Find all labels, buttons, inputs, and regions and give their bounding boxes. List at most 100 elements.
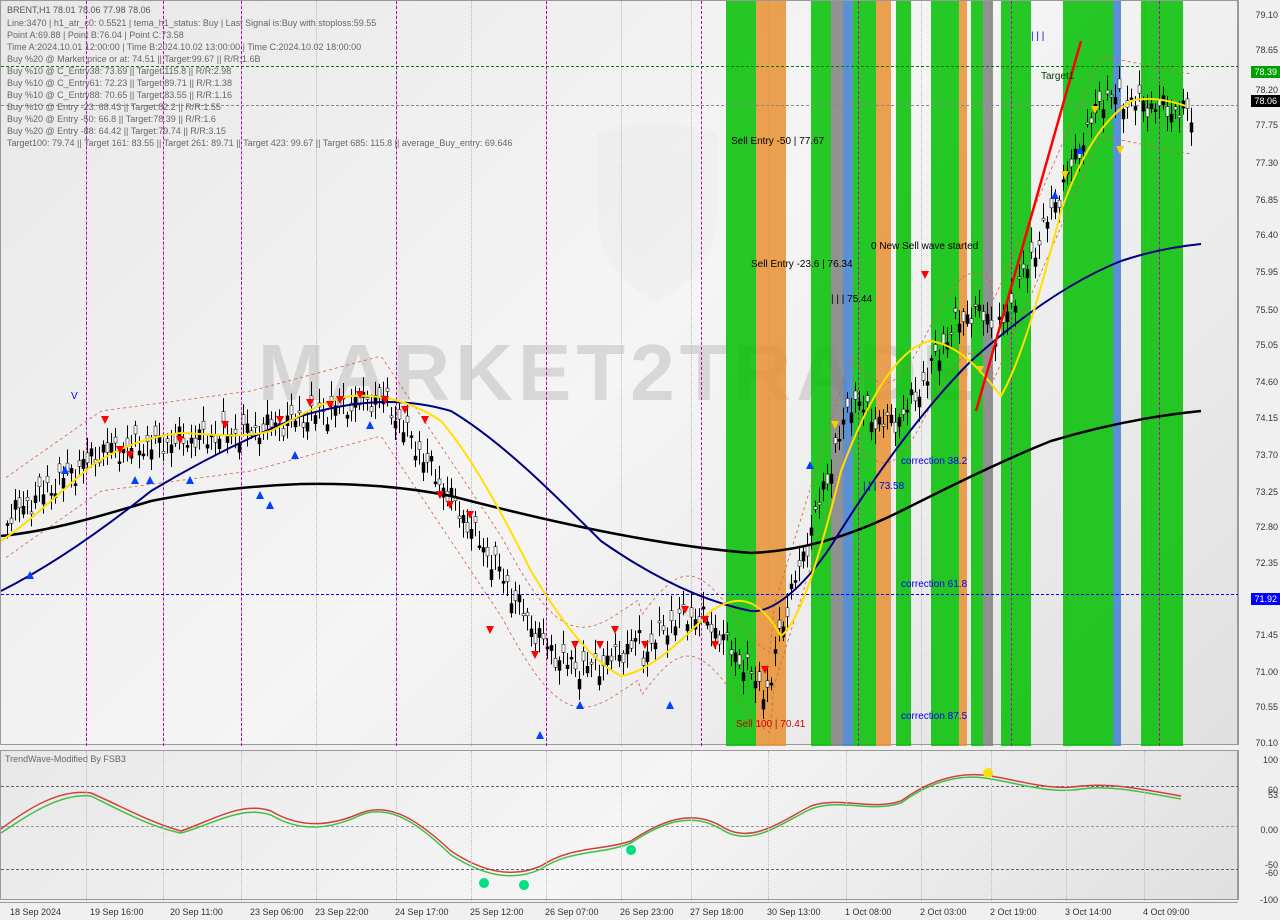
grid-vline: [316, 1, 317, 746]
candles-svg: [1, 1, 1239, 746]
time-tick: 2 Oct 19:00: [990, 907, 1037, 917]
vertical-zone: [931, 1, 959, 746]
price-tick: 75.05: [1255, 340, 1278, 350]
signal-arrow-icon: [291, 451, 299, 459]
signal-arrow-icon: [61, 466, 69, 474]
vertical-zone: [876, 1, 891, 746]
signal-dot-icon: [626, 845, 636, 855]
vertical-zone: [831, 1, 843, 746]
price-tick: 77.75: [1255, 120, 1278, 130]
time-tick: 26 Sep 23:00: [620, 907, 674, 917]
price-tick: 72.80: [1255, 522, 1278, 532]
grid-vline: [86, 751, 87, 901]
indicator-tick: -60: [1265, 868, 1278, 878]
vertical-dashed-line: [396, 1, 397, 746]
signal-arrow-icon: [1091, 106, 1099, 114]
indicator-tick: -100: [1260, 895, 1278, 905]
price-badge: 78.39: [1251, 66, 1280, 78]
grid-vline: [768, 751, 769, 901]
signal-arrow-icon: [711, 641, 719, 649]
signal-arrow-icon: [1116, 146, 1124, 154]
vertical-dashed-line: [701, 1, 702, 746]
chart-title: BRENT,H1 78.01 78.06 77.98 78.06: [7, 5, 151, 15]
signal-arrow-icon: [1061, 171, 1069, 179]
signal-arrow-icon: [1051, 191, 1059, 199]
vertical-dashed-line: [163, 1, 164, 746]
signal-arrow-icon: [256, 491, 264, 499]
signal-arrow-icon: [761, 666, 769, 674]
info-line: Buy %20 @ Entry -88: 64.42 || Target:79.…: [7, 126, 226, 136]
signal-arrow-icon: [446, 501, 454, 509]
main-chart[interactable]: MARKET2TRADE Target1Sell Entry -50 | 77.…: [0, 0, 1238, 745]
vertical-dashed-line: [858, 1, 859, 746]
chart-annotation: Sell Entry -23.6 | 76.34: [751, 259, 853, 270]
vertical-zone: [811, 1, 831, 746]
price-tick: 70.55: [1255, 702, 1278, 712]
time-tick: 3 Oct 14:00: [1065, 907, 1112, 917]
indicator-panel[interactable]: TrendWave-Modified By FSB3: [0, 750, 1238, 900]
info-line: Buy %20 @ Entry -50: 66.8 || Target:78.3…: [7, 114, 216, 124]
signal-arrow-icon: [806, 461, 814, 469]
vertical-zone: [726, 1, 756, 746]
time-tick: 25 Sep 12:00: [470, 907, 524, 917]
time-tick: 2 Oct 03:00: [920, 907, 967, 917]
grid-vline: [691, 751, 692, 901]
price-tick: 74.15: [1255, 413, 1278, 423]
info-line: Line:3470 | h1_atr_c0: 0.5521 | tema_h1_…: [7, 18, 376, 28]
chart-annotation: Target1: [1041, 71, 1074, 82]
time-tick: 26 Sep 07:00: [545, 907, 599, 917]
signal-arrow-icon: [421, 416, 429, 424]
signal-arrow-icon: [596, 641, 604, 649]
vertical-dashed-line: [1011, 1, 1012, 746]
chart-annotation: | | |: [1031, 31, 1044, 42]
chart-annotation: correction 38.2: [901, 456, 967, 467]
signal-arrow-icon: [146, 476, 154, 484]
signal-dot-icon: [519, 880, 529, 890]
info-line: Point A:69.88 | Point B:76.04 | Point C:…: [7, 30, 184, 40]
time-tick: 18 Sep 2024: [10, 907, 61, 917]
grid-vline: [471, 1, 472, 746]
price-tick: 75.95: [1255, 267, 1278, 277]
chart-annotation: | | | 75.44: [831, 294, 872, 305]
price-tick: 71.00: [1255, 667, 1278, 677]
grid-vline: [241, 751, 242, 901]
time-tick: 23 Sep 06:00: [250, 907, 304, 917]
signal-arrow-icon: [831, 421, 839, 429]
grid-vline: [921, 751, 922, 901]
signal-arrow-icon: [576, 701, 584, 709]
signal-arrow-icon: [101, 416, 109, 424]
signal-arrow-icon: [366, 421, 374, 429]
vertical-dashed-line: [1159, 1, 1160, 746]
time-tick: 27 Sep 18:00: [690, 907, 744, 917]
signal-arrow-icon: [611, 626, 619, 634]
horizontal-line: [1, 594, 1239, 595]
signal-arrow-icon: [571, 641, 579, 649]
indicator-hline: [1, 826, 1239, 827]
vertical-zone: [896, 1, 911, 746]
chart-annotation: correction 87.5: [901, 711, 967, 722]
vertical-zone: [959, 1, 967, 746]
signal-arrow-icon: [466, 511, 474, 519]
info-line: Buy %20 @ Market price or at: 74.51 || T…: [7, 54, 260, 64]
signal-arrow-icon: [401, 406, 409, 414]
signal-arrow-icon: [641, 641, 649, 649]
grid-vline: [621, 751, 622, 901]
price-badge: 71.92: [1251, 593, 1280, 605]
time-tick: 4 Oct 09:00: [1143, 907, 1190, 917]
signal-arrow-icon: [306, 399, 314, 407]
price-tick: 78.65: [1255, 45, 1278, 55]
grid-vline: [1066, 751, 1067, 901]
signal-arrow-icon: [976, 366, 984, 374]
signal-arrow-icon: [26, 571, 34, 579]
time-tick: 24 Sep 17:00: [395, 907, 449, 917]
signal-arrow-icon: [131, 476, 139, 484]
grid-vline: [163, 751, 164, 901]
info-line: Time A:2024.10.01 12:00:00 | Time B:2024…: [7, 42, 361, 52]
indicator-tick: 0.00: [1260, 825, 1278, 835]
signal-arrow-icon: [701, 616, 709, 624]
signal-arrow-icon: [116, 446, 124, 454]
signal-arrow-icon: [436, 491, 444, 499]
chart-annotation: correction 61.8: [901, 579, 967, 590]
price-tick: 73.70: [1255, 450, 1278, 460]
vertical-zone: [853, 1, 876, 746]
